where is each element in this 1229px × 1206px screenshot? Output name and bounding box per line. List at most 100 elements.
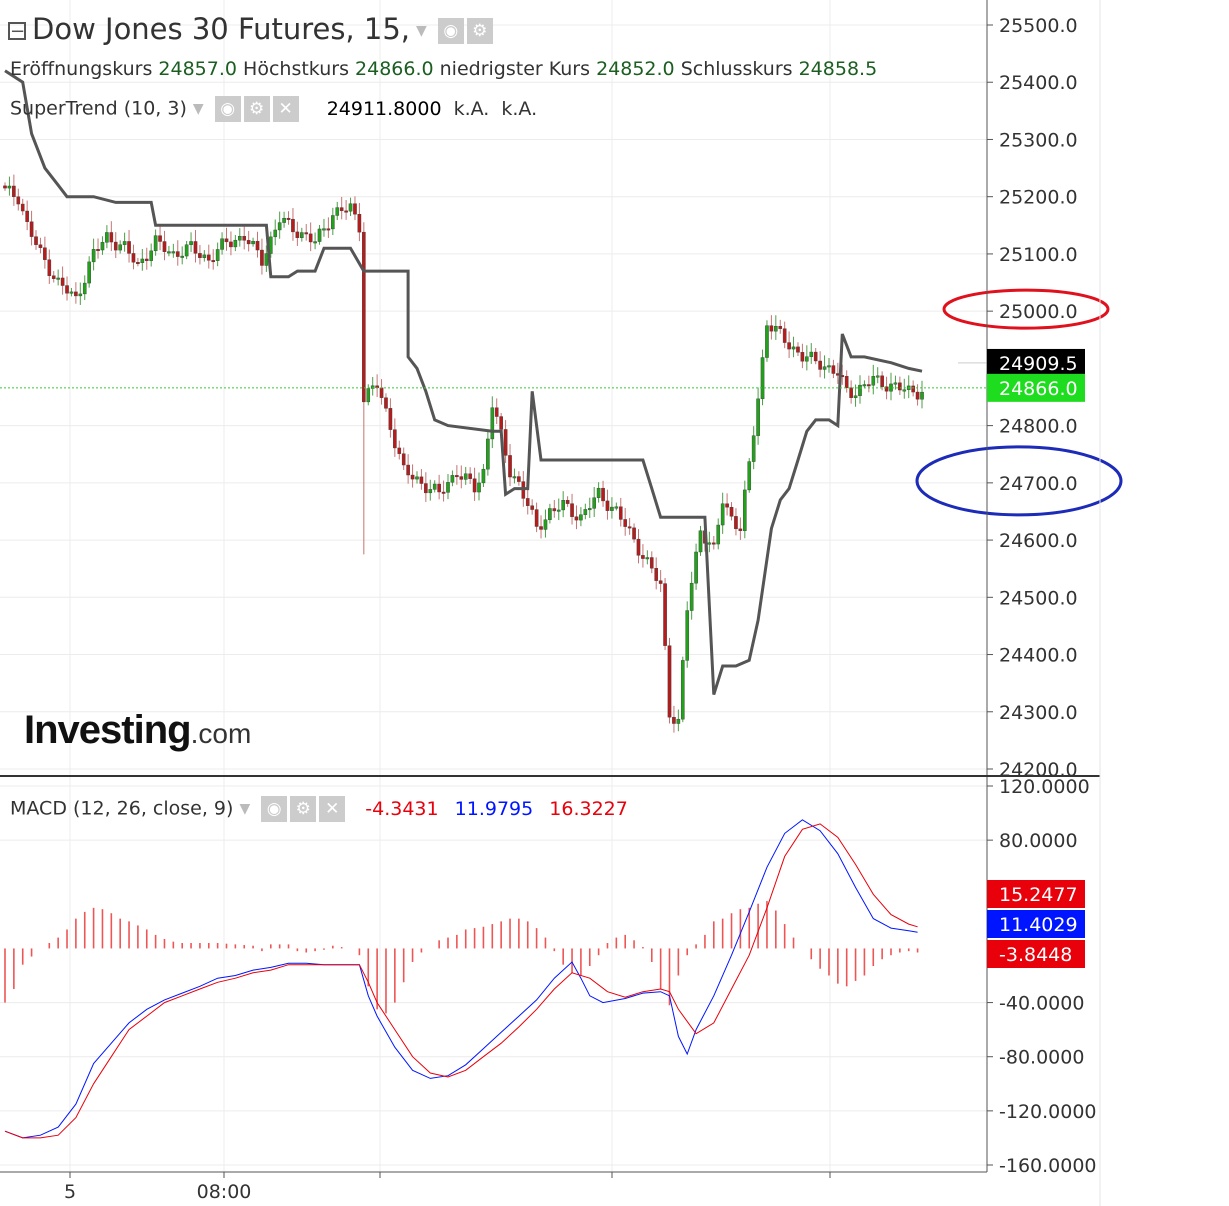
highlight-ellipse-red: [942, 288, 1110, 330]
candle: [277, 222, 282, 231]
candle: [16, 196, 21, 205]
candle: [468, 473, 472, 479]
candle: [871, 376, 876, 386]
collapse-icon[interactable]: −: [8, 21, 26, 42]
candle: [388, 408, 393, 430]
candle: [78, 293, 83, 297]
candle: [477, 482, 481, 493]
candle: [472, 478, 477, 493]
candle: [902, 389, 907, 392]
candle: [331, 215, 335, 230]
candle: [410, 474, 415, 480]
candle: [304, 232, 309, 235]
candle: [579, 514, 583, 521]
candle: [282, 217, 286, 223]
candle: [317, 228, 322, 242]
x-tick-label: 5: [64, 1181, 76, 1203]
candle: [605, 500, 610, 511]
candle: [565, 500, 570, 504]
candle: [56, 277, 60, 280]
chevron-down-icon[interactable]: ▼: [416, 23, 427, 39]
chevron-down-icon[interactable]: ▼: [192, 101, 204, 117]
gear-icon[interactable]: ⚙: [243, 96, 270, 122]
candle: [96, 249, 100, 252]
chevron-down-icon[interactable]: ▼: [239, 801, 251, 817]
candle: [65, 285, 69, 294]
candle: [326, 228, 331, 231]
candle: [206, 254, 211, 261]
x-tick-label: 08:00: [197, 1181, 252, 1203]
price-tick-label: 24400.0: [999, 645, 1078, 667]
candle: [893, 382, 898, 385]
candle: [627, 526, 632, 529]
candle: [100, 242, 105, 251]
candle: [486, 438, 490, 470]
close-icon[interactable]: ✕: [319, 796, 346, 822]
price-tick-label: 24200.0: [999, 759, 1078, 781]
candle: [450, 475, 455, 483]
candle: [636, 538, 641, 556]
eye-icon[interactable]: ◉: [437, 18, 464, 44]
price-badge: 24866.0: [999, 378, 1078, 400]
price-tick-label: 24300.0: [999, 702, 1078, 724]
price-tick-label: 25300.0: [999, 129, 1078, 151]
candle: [344, 210, 348, 213]
macd-value: 11.9795: [454, 797, 534, 820]
eye-icon[interactable]: ◉: [214, 96, 241, 122]
highlight-ellipse-blue: [915, 445, 1123, 517]
macd-line: [4, 819, 918, 1139]
candle: [127, 241, 131, 254]
candle: [25, 210, 29, 222]
candle: [432, 483, 437, 490]
price-tick-label: 24700.0: [999, 473, 1078, 495]
candle: [787, 342, 791, 350]
candle: [658, 580, 663, 584]
candle: [60, 277, 65, 286]
candle: [308, 233, 313, 243]
supertrend-badge: 24909.5: [999, 353, 1078, 375]
gear-icon[interactable]: ⚙: [290, 796, 317, 822]
candle: [512, 476, 517, 479]
candle: [118, 244, 122, 251]
candle: [158, 235, 162, 242]
candle: [339, 207, 344, 212]
candle: [441, 491, 446, 494]
candle: [809, 351, 814, 357]
candle: [805, 356, 809, 362]
candle: [246, 240, 251, 245]
candle: [645, 557, 650, 560]
price-tick-label: 25500.0: [999, 15, 1078, 37]
open-label: Eröffnungskurs: [10, 58, 153, 80]
close-icon[interactable]: ✕: [272, 96, 299, 122]
candle: [534, 509, 539, 527]
candle: [202, 254, 207, 258]
candle: [87, 261, 91, 284]
candle: [20, 203, 25, 212]
candle: [494, 407, 499, 417]
candle: [229, 241, 233, 248]
candle: [233, 239, 238, 248]
macd-hist-value: -4.3431: [365, 797, 439, 820]
candle: [153, 235, 158, 252]
candle: [131, 253, 136, 263]
candle: [831, 365, 836, 374]
candle: [822, 366, 827, 370]
candle: [738, 528, 743, 531]
candle: [401, 453, 406, 466]
candle: [82, 282, 87, 295]
gear-icon[interactable]: ⚙: [466, 18, 493, 44]
eye-icon[interactable]: ◉: [261, 796, 288, 822]
candle: [384, 397, 388, 409]
candle: [224, 238, 229, 243]
candle: [189, 241, 193, 245]
macd-badge-bg: [987, 940, 1085, 968]
candle: [570, 503, 574, 517]
candle: [69, 291, 74, 294]
candle: [29, 221, 34, 237]
candle: [663, 583, 667, 646]
candle: [149, 250, 153, 261]
candle: [463, 473, 468, 480]
macd-tick-label: 120.0000: [999, 776, 1090, 798]
candle: [725, 503, 729, 508]
candle: [237, 236, 242, 241]
